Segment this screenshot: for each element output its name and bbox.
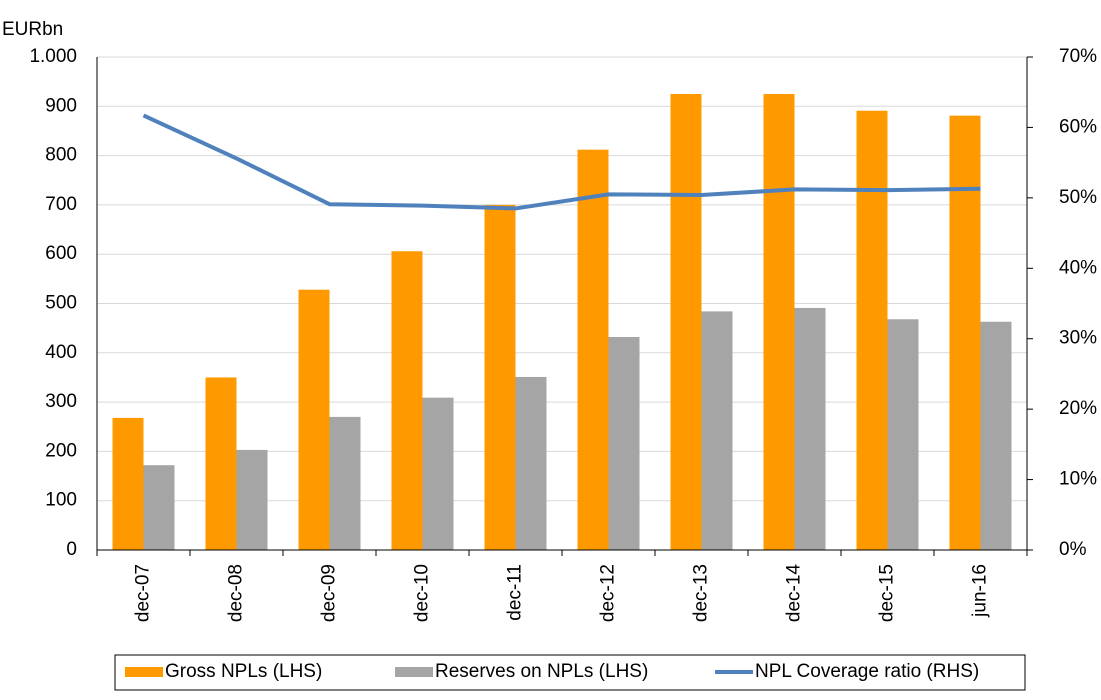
x-tick-label: dec-12 bbox=[598, 564, 619, 622]
bar bbox=[205, 377, 237, 550]
bar bbox=[143, 465, 175, 550]
y-tick-label: 100 bbox=[45, 490, 77, 511]
line bbox=[142, 113, 981, 211]
x-tick-label: dec-07 bbox=[133, 564, 154, 622]
bar bbox=[484, 204, 516, 550]
y2-tick-label: 70% bbox=[1059, 46, 1097, 67]
bar bbox=[236, 449, 268, 550]
y2-tick-label: 60% bbox=[1059, 116, 1097, 137]
bar bbox=[701, 311, 733, 550]
bar bbox=[887, 319, 919, 550]
y-tick-label: 500 bbox=[45, 293, 77, 314]
y2-tick-label: 20% bbox=[1059, 398, 1097, 419]
bar bbox=[577, 149, 609, 550]
y2-tick-label: 0% bbox=[1059, 539, 1087, 560]
y-tick-label: 0 bbox=[66, 539, 77, 560]
y2-tick-label: 50% bbox=[1059, 187, 1097, 208]
x-tick-label: dec-11 bbox=[505, 564, 526, 621]
legend-box bbox=[114, 654, 1026, 691]
x-tick-label: dec-08 bbox=[226, 564, 247, 622]
bar bbox=[980, 321, 1012, 550]
y-tick-label: 700 bbox=[45, 194, 77, 215]
y-tick-label: 300 bbox=[45, 391, 77, 412]
y-tick-label: 600 bbox=[45, 243, 77, 264]
bar bbox=[794, 307, 826, 550]
x-tick-label: jun-16 bbox=[970, 564, 991, 618]
bar bbox=[670, 93, 702, 550]
legend-label: NPL Coverage ratio (RHS) bbox=[755, 661, 979, 682]
bar bbox=[608, 337, 640, 550]
bar bbox=[763, 93, 795, 550]
bar bbox=[515, 376, 547, 550]
y2-tick-label: 10% bbox=[1059, 469, 1097, 490]
x-tick-label: dec-10 bbox=[412, 564, 433, 622]
bar bbox=[422, 397, 454, 550]
legend-swatch bbox=[125, 667, 163, 677]
x-tick-label: dec-09 bbox=[319, 564, 340, 622]
bar bbox=[391, 251, 423, 550]
x-tick-label: dec-15 bbox=[877, 564, 898, 622]
bar bbox=[949, 115, 981, 551]
y-tick-label: 900 bbox=[45, 95, 77, 116]
y-tick-label: 200 bbox=[45, 440, 77, 461]
y-tick-label: 400 bbox=[45, 342, 77, 363]
y2-tick-label: 40% bbox=[1059, 257, 1097, 278]
bar bbox=[329, 416, 361, 550]
bar bbox=[298, 289, 330, 550]
y-axis-label: EURbn bbox=[2, 19, 63, 40]
bar bbox=[856, 110, 888, 550]
y-tick-label: 1.000 bbox=[29, 46, 77, 67]
x-tick-label: dec-13 bbox=[691, 564, 712, 622]
bar bbox=[112, 417, 144, 550]
y2-tick-label: 30% bbox=[1059, 328, 1097, 349]
legend-label: Gross NPLs (LHS) bbox=[165, 661, 322, 682]
legend-label: Reserves on NPLs (LHS) bbox=[435, 661, 648, 682]
legend-swatch bbox=[395, 667, 433, 677]
y-tick-label: 800 bbox=[45, 145, 77, 166]
x-tick-label: dec-14 bbox=[784, 564, 805, 623]
